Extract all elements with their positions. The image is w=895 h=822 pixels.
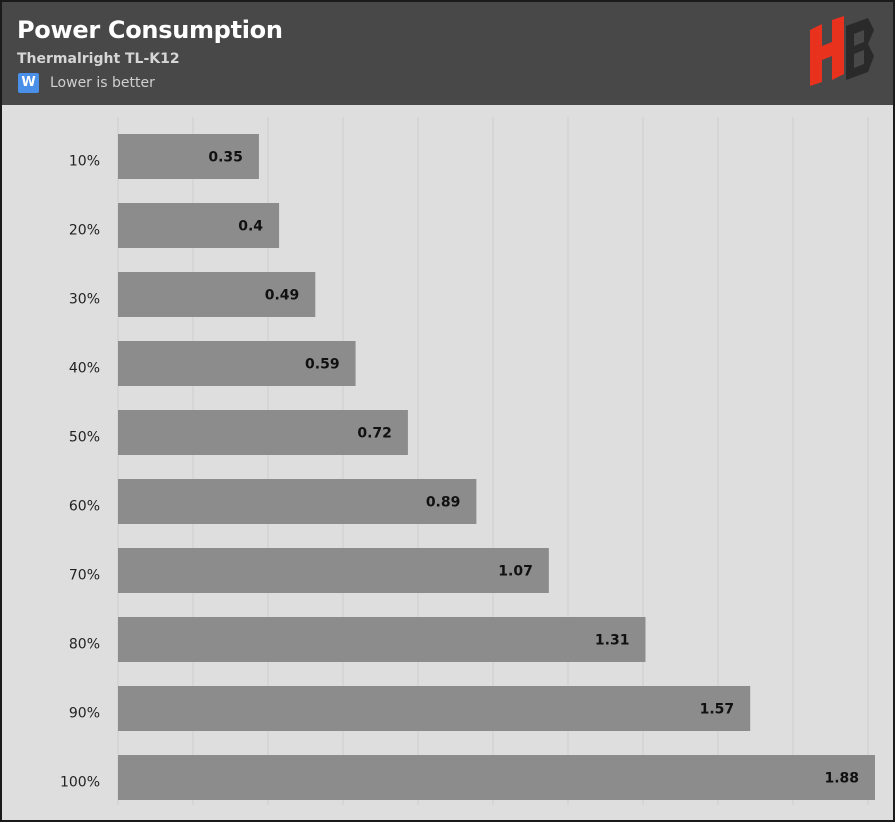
category-label: 40% — [69, 361, 100, 377]
chart-title: Power Consumption — [17, 16, 283, 44]
bar-90pct — [118, 686, 751, 731]
bar-value-label: 1.57 — [700, 702, 735, 718]
bar-value-label: 0.49 — [265, 288, 300, 304]
category-label: 100% — [60, 775, 100, 791]
category-label: 90% — [69, 706, 100, 722]
bar-value-label: 0.59 — [305, 357, 340, 373]
bar-80pct — [118, 617, 646, 662]
unit-badge: W — [18, 73, 39, 93]
bar-70pct — [118, 548, 549, 593]
bar-40pct — [118, 341, 356, 386]
hb-logo-icon — [810, 16, 874, 86]
bar-100pct — [118, 755, 875, 800]
bar-50pct — [118, 410, 408, 455]
bar-chart-plot: 0.35 10% 0.4 20% 0.49 30% 0.59 40% 0.72 50% 0.89 60… — [60, 117, 875, 805]
bar-value-label: 0.72 — [357, 426, 392, 442]
bar-10pct — [118, 134, 259, 179]
bar-value-label: 0.35 — [208, 150, 243, 166]
bar-value-label: 1.31 — [595, 633, 630, 649]
category-label: 70% — [69, 568, 100, 584]
chart-header: Power Consumption Thermalright TL-K12 W … — [2, 2, 893, 105]
bar-30pct — [118, 272, 316, 317]
bar-value-label: 0.4 — [238, 219, 263, 235]
bar-value-label: 1.88 — [824, 771, 859, 787]
bar-value-label: 0.89 — [426, 495, 461, 511]
category-label: 10% — [69, 154, 100, 170]
category-label: 50% — [69, 430, 100, 446]
bar-value-label: 1.07 — [498, 564, 533, 580]
bar-20pct — [118, 203, 280, 248]
category-label: 80% — [69, 637, 100, 653]
category-label: 20% — [69, 223, 100, 239]
category-label: 30% — [69, 292, 100, 308]
chart-subtitle: Thermalright TL-K12 — [17, 51, 180, 67]
bar-60pct — [118, 479, 477, 524]
lower-is-better-note: Lower is better — [50, 75, 155, 91]
category-label: 60% — [69, 499, 100, 515]
